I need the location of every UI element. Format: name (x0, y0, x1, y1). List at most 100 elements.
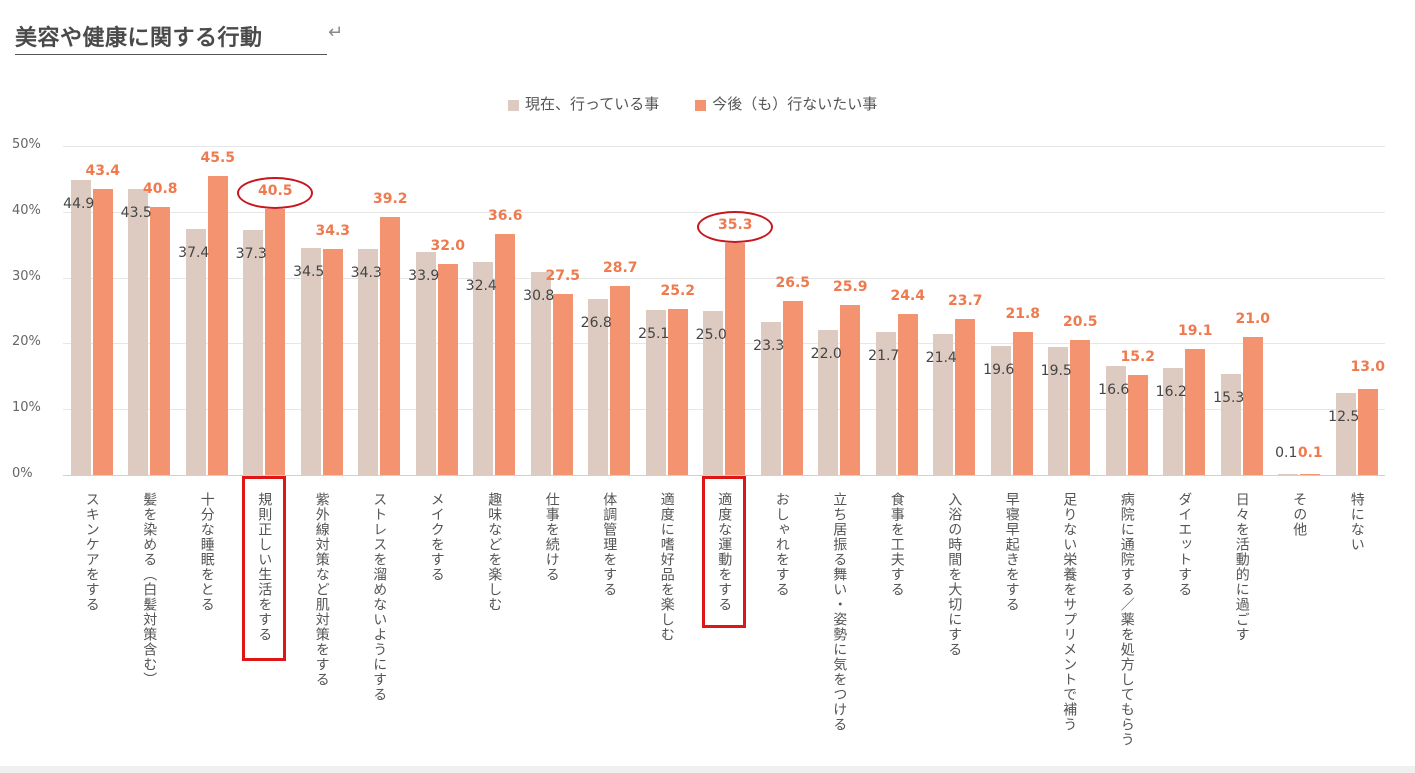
x-axis-label: 特にない (1348, 492, 1365, 552)
x-axis-label: 適度に嗜好品を楽しむ (658, 492, 675, 642)
bar-future (437, 264, 458, 475)
bar-current (875, 332, 896, 475)
value-label-current: 25.1 (638, 325, 670, 342)
x-axis-label: 入浴の時間を大切にする (946, 492, 963, 657)
highlight-box (702, 476, 747, 628)
bar-future (92, 189, 113, 475)
bar-future (897, 314, 918, 475)
legend-item-current: 現在、行っている事 (508, 93, 659, 114)
gridline (63, 409, 1385, 411)
bar-current (1048, 346, 1069, 475)
bar-future (380, 217, 401, 475)
bar-current (358, 249, 379, 475)
y-axis-tick: 50% (12, 137, 41, 152)
value-label-current: 34.3 (350, 265, 382, 282)
value-label-current: 25.0 (695, 326, 727, 343)
bar-current (1335, 392, 1356, 475)
value-label-current: 22.0 (810, 346, 842, 363)
bar-current (530, 272, 551, 475)
highlight-box (242, 476, 287, 661)
x-axis-label: おしゃれをする (773, 492, 790, 597)
x-axis-label: 足りない栄養をサプリメントで補う (1061, 492, 1078, 732)
legend-label-current: 現在、行っている事 (525, 95, 660, 113)
bar-current (645, 309, 666, 475)
bar-current (703, 310, 724, 475)
bar-future (207, 175, 228, 475)
bar-future (667, 309, 688, 475)
x-axis-label: 早寝早起きをする (1003, 492, 1020, 612)
value-label-future: 21.8 (1005, 305, 1041, 322)
bar-future (1185, 349, 1206, 475)
bar-future (1242, 336, 1263, 475)
value-label-future: 39.2 (372, 191, 408, 208)
bar-future (725, 242, 746, 475)
bar-current (1105, 365, 1126, 475)
bar-current (300, 247, 321, 475)
value-label-current: 32.4 (465, 277, 497, 294)
bar-future (955, 319, 976, 475)
bar-future (1357, 389, 1378, 475)
x-axis-label: その他 (1291, 492, 1308, 537)
legend-swatch-future (695, 99, 707, 111)
x-axis-label: 適度な運動をする (716, 492, 733, 612)
bar-future (1012, 331, 1033, 475)
bar-future (840, 304, 861, 475)
value-label-current: 15.3 (1213, 390, 1245, 407)
value-label-future: 24.4 (890, 288, 926, 305)
bar-future (150, 206, 171, 475)
value-label-future: 13.0 (1350, 359, 1386, 376)
value-label-future: 19.1 (1177, 323, 1213, 340)
bar-current (243, 229, 264, 475)
value-label-current: 16.2 (1155, 384, 1187, 401)
bar-future (1300, 474, 1321, 475)
bar-future (1070, 340, 1091, 475)
bar-current (415, 251, 436, 475)
x-axis-label: ストレスを溜めないようにする (371, 492, 388, 702)
x-axis-label: メイクをする (428, 492, 445, 582)
value-label-current: 21.7 (868, 348, 900, 365)
bar-current (1278, 474, 1299, 475)
bar-current (185, 228, 206, 475)
value-label-future: 0.1 (1297, 445, 1323, 461)
y-axis-tick: 0% (12, 466, 33, 481)
value-label-current: 26.8 (580, 314, 612, 331)
value-label-current: 16.6 (1098, 381, 1130, 398)
x-axis-label: 規則正しい生活をする (256, 492, 273, 642)
value-label-current: 0.1 (1275, 445, 1298, 461)
value-label-future: 43.4 (85, 163, 121, 180)
bar-current (1220, 374, 1241, 475)
value-label-future: 36.6 (487, 208, 523, 225)
x-axis-label: 食事を工夫する (888, 492, 905, 597)
bar-future (782, 300, 803, 475)
legend-item-future: 今後（も）行ないたい事 (695, 93, 877, 114)
return-mark-icon: ↵ (328, 22, 344, 43)
value-label-current: 23.3 (753, 337, 785, 354)
value-label-current: 43.5 (120, 204, 152, 221)
bar-current (70, 179, 91, 475)
gridline (63, 277, 1385, 279)
x-axis-label: 病院に通院する／薬を処方してもらう (1118, 492, 1135, 747)
value-label-current: 34.5 (293, 263, 325, 280)
bar-current (760, 321, 781, 475)
value-label-future: 32.0 (430, 238, 466, 255)
gridline (63, 146, 1385, 147)
x-axis-label: 体調管理をする (601, 492, 618, 597)
y-axis-tick: 20% (12, 334, 41, 350)
bar-current (818, 330, 839, 475)
value-label-future: 21.0 (1235, 310, 1271, 327)
gridline (63, 475, 1385, 476)
value-label-current: 19.6 (983, 362, 1015, 379)
value-label-future: 25.2 (660, 283, 696, 300)
value-label-current: 44.9 (63, 195, 95, 212)
value-label-current: 37.3 (235, 245, 267, 262)
value-label-future: 27.5 (545, 268, 581, 285)
value-label-current: 33.9 (408, 267, 440, 284)
highlight-ellipse (237, 176, 314, 209)
value-label-current: 19.5 (1040, 362, 1072, 379)
value-label-future: 23.7 (947, 293, 983, 310)
x-axis-label: 十分な睡眠をとる (198, 492, 215, 612)
bar-current (1163, 368, 1184, 475)
bar-current (990, 346, 1011, 475)
bar-future (552, 294, 573, 475)
y-axis-tick: 30% (12, 268, 41, 284)
